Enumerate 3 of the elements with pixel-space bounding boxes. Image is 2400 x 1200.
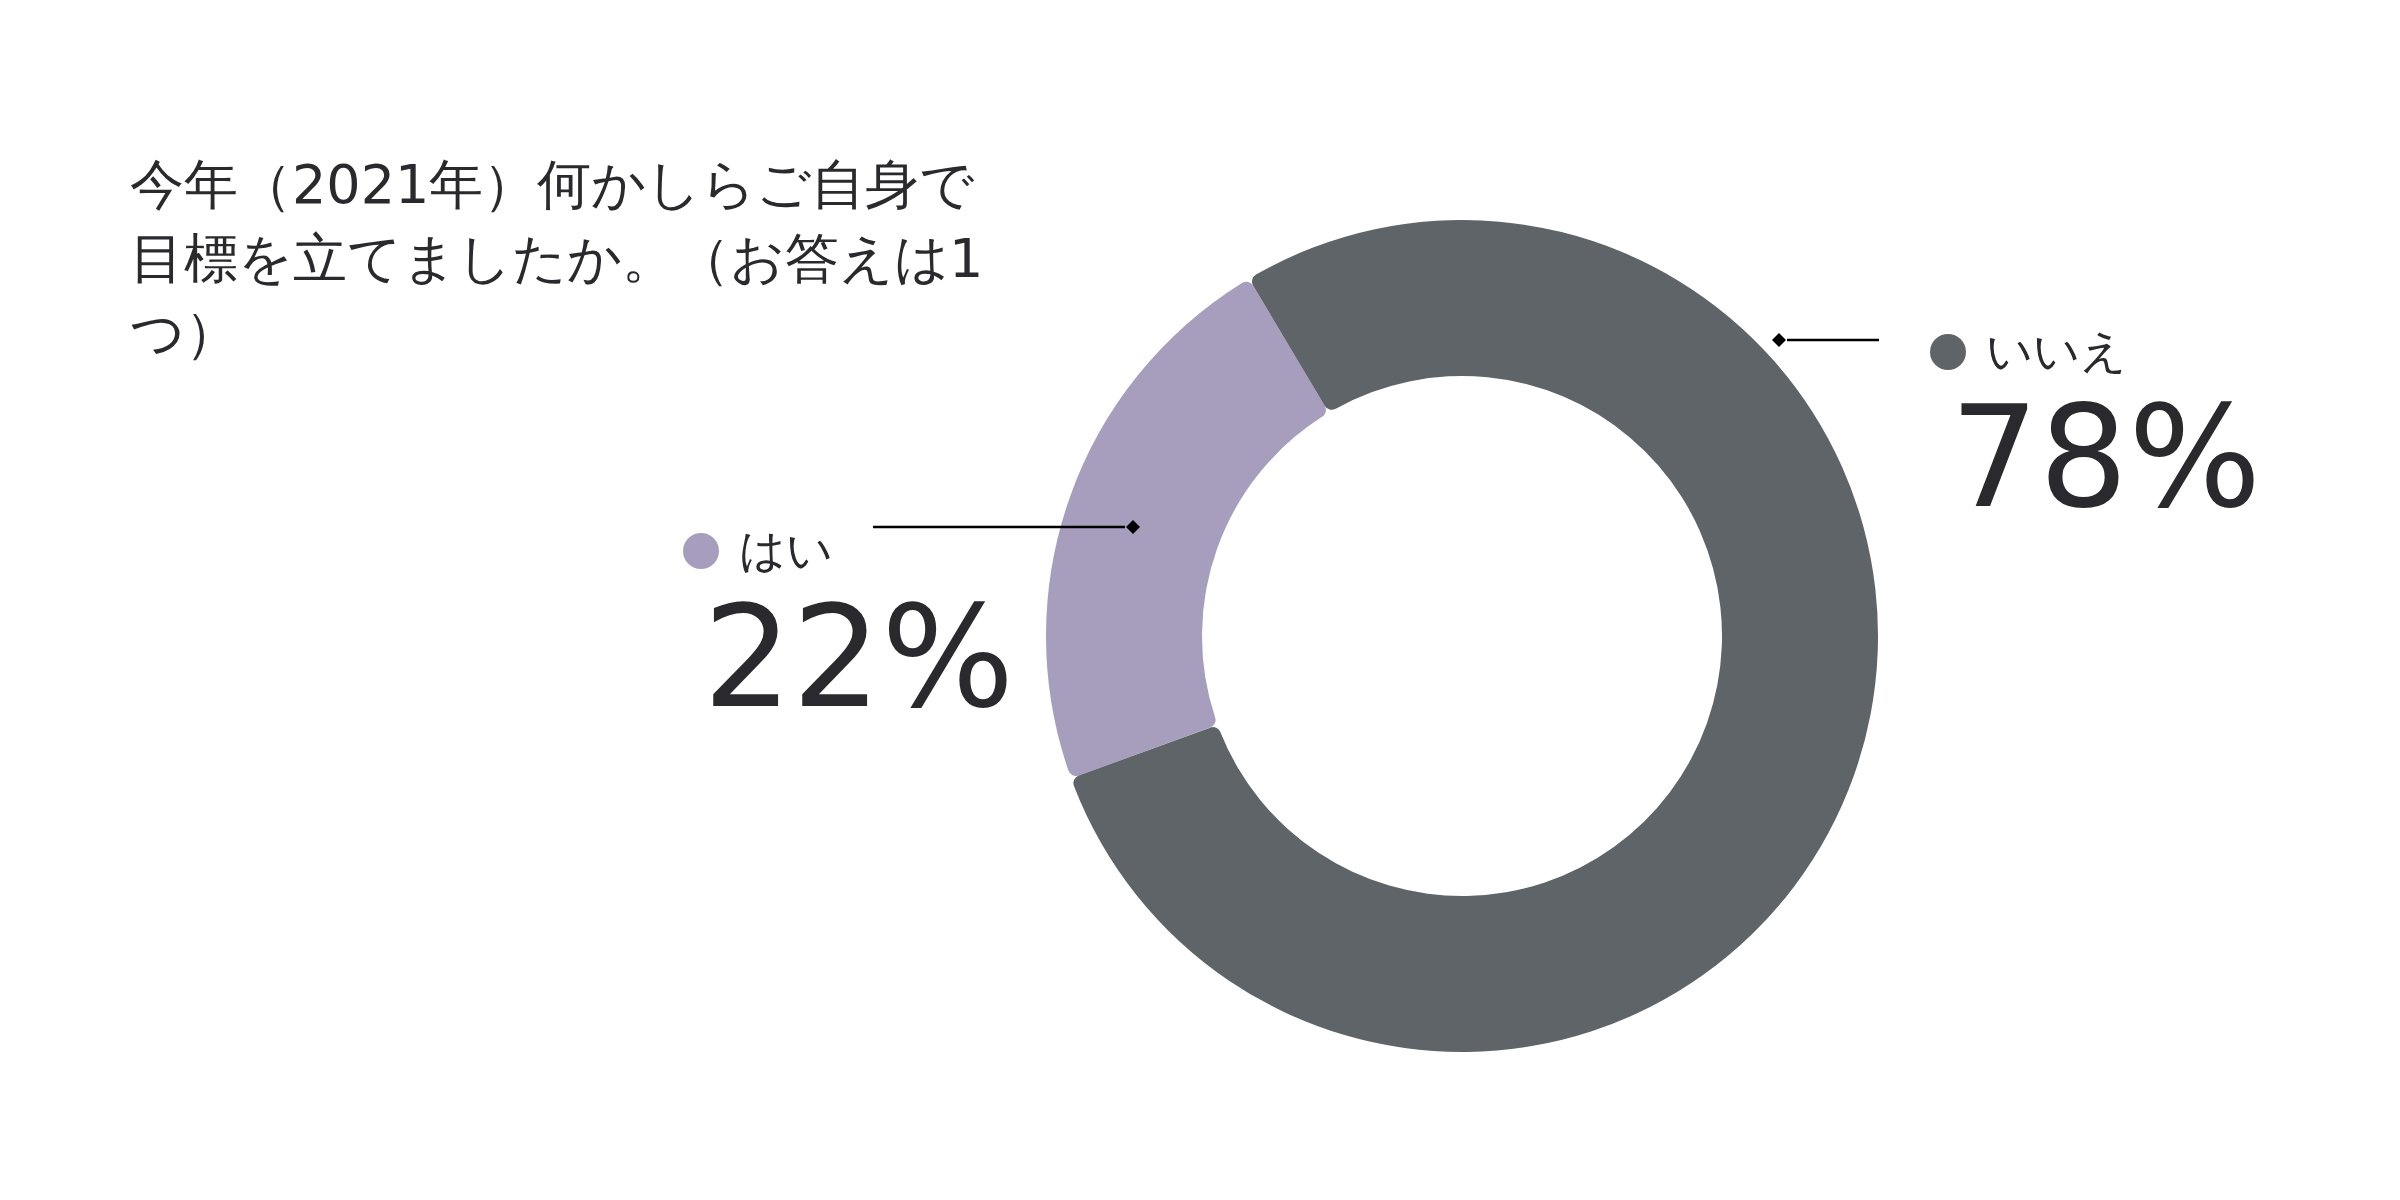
legend-label: はい xyxy=(739,522,833,579)
chart-title: 今年（2021年）何かしらご自身で目標を立てましたか。（お答えは1つ） xyxy=(130,152,985,366)
data-label: 22% xyxy=(703,576,1015,739)
